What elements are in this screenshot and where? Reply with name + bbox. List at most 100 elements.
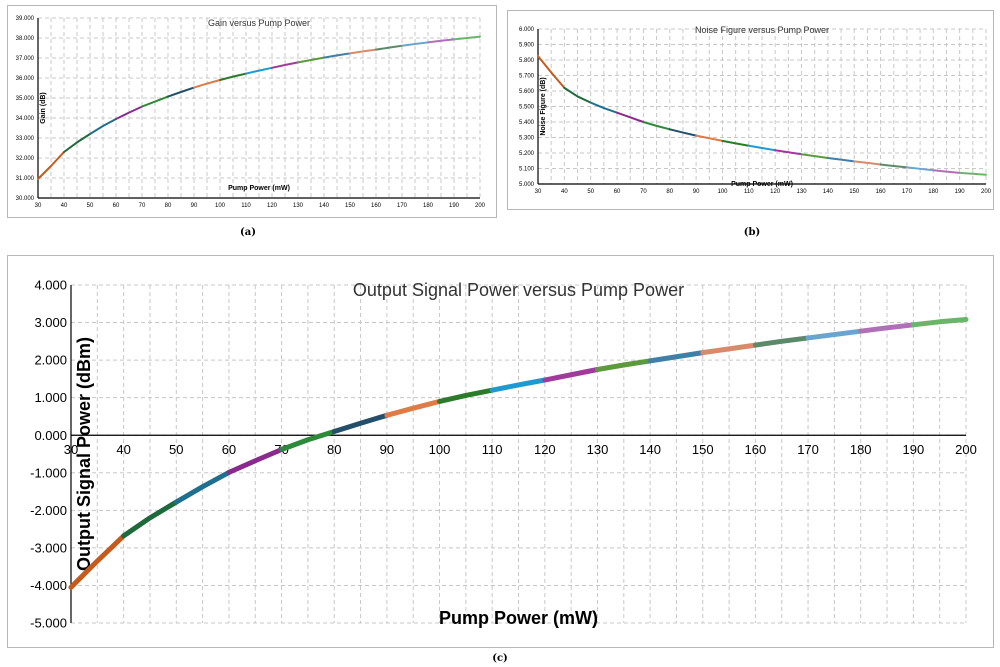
- x-tick-label: 180: [423, 203, 434, 209]
- line-segment: [642, 121, 671, 131]
- line-segment: [700, 342, 758, 356]
- x-tick-label: 100: [429, 442, 451, 457]
- y-tick-label: -3.000: [30, 540, 67, 555]
- y-tick-label: 34.000: [16, 116, 35, 122]
- x-tick-label: 30: [35, 203, 42, 209]
- x-tick-label: 150: [692, 442, 714, 457]
- x-tick-label: 90: [693, 189, 700, 195]
- data-point: [89, 133, 91, 135]
- x-axis-label: Pump Power (mW): [731, 181, 793, 188]
- x-tick-label: 70: [640, 189, 647, 195]
- data-point: [226, 470, 231, 475]
- x-tick-label: 130: [587, 442, 609, 457]
- caption-a: (a): [240, 227, 256, 238]
- line-segment: [910, 317, 969, 328]
- data-point: [911, 322, 916, 327]
- line-segment: [271, 61, 299, 69]
- data-point: [537, 55, 539, 57]
- line-segment: [349, 48, 377, 55]
- x-tick-label: 130: [293, 203, 304, 209]
- x-tick-label: 100: [717, 189, 728, 195]
- data-point: [401, 45, 403, 47]
- data-point: [253, 458, 258, 463]
- x-tick-label: 160: [745, 442, 767, 457]
- x-tick-label: 150: [849, 189, 860, 195]
- data-point: [453, 38, 455, 40]
- y-tick-label: 5.700: [519, 74, 535, 80]
- line-segment: [427, 38, 455, 44]
- data-point: [542, 378, 547, 383]
- line-segment: [279, 428, 337, 452]
- x-tick-label: 90: [380, 442, 394, 457]
- data-point: [180, 91, 182, 93]
- data-point: [167, 96, 169, 98]
- x-tick-label: 60: [222, 442, 236, 457]
- y-tick-label: -5.000: [30, 616, 67, 631]
- data-point: [972, 173, 974, 175]
- data-point: [427, 41, 429, 43]
- data-point: [206, 83, 208, 85]
- x-tick-label: 60: [113, 203, 120, 209]
- data-point: [937, 319, 942, 324]
- y-tick-label: 39.000: [16, 16, 35, 22]
- line-segment: [89, 118, 117, 135]
- line-segment: [858, 322, 916, 334]
- data-point: [200, 484, 205, 489]
- data-point: [284, 64, 286, 66]
- data-point: [310, 59, 312, 61]
- data-point: [463, 393, 468, 398]
- y-tick-label: 5.600: [519, 89, 535, 95]
- chart-panel-gain: 30.000 31.000 32.000 33.000 34.000 35.000 36.0…: [7, 5, 497, 218]
- y-axis-label: Gain (dB): [40, 92, 47, 124]
- data-point: [858, 329, 863, 334]
- x-tick-label: 110: [482, 442, 503, 457]
- x-tick-label: 100: [215, 203, 226, 209]
- x-tick-label: 140: [319, 203, 330, 209]
- line-segment: [375, 44, 403, 51]
- data-point: [748, 145, 750, 147]
- data-point: [147, 515, 152, 520]
- data-point: [490, 388, 495, 393]
- y-tick-label: 5.300: [519, 136, 535, 142]
- data-point: [305, 437, 310, 442]
- line-segment: [63, 133, 91, 153]
- data-point: [76, 141, 78, 143]
- line-segment: [384, 398, 443, 418]
- data-point: [827, 157, 829, 159]
- data-point: [50, 165, 52, 167]
- data-point: [37, 178, 39, 180]
- data-point: [761, 147, 763, 149]
- data-point: [437, 399, 442, 404]
- gain-chart: 30.000 31.000 32.000 33.000 34.000 35.000 36.0…: [16, 16, 486, 209]
- x-tick-label: 170: [797, 442, 819, 457]
- data-point: [69, 585, 74, 590]
- x-tick-label: 200: [475, 203, 486, 209]
- x-tick-label: 40: [561, 189, 568, 195]
- data-point: [95, 559, 100, 564]
- data-point: [577, 95, 579, 97]
- line-segment: [193, 79, 221, 89]
- chart-title: Output Signal Power versus Pump Power: [353, 280, 684, 300]
- x-tick-label: 180: [850, 442, 872, 457]
- data-point: [945, 171, 947, 173]
- line-segment: [616, 111, 645, 123]
- data-point: [174, 500, 179, 505]
- data-point: [279, 447, 284, 452]
- data-point: [550, 71, 552, 73]
- x-tick-label: 110: [744, 189, 754, 195]
- x-tick-label: 50: [87, 203, 94, 209]
- x-tick-label: 120: [267, 203, 278, 209]
- line-segment: [905, 166, 935, 172]
- grid: [537, 28, 987, 185]
- data-point: [727, 346, 732, 351]
- line-segment: [167, 86, 195, 98]
- data-point: [674, 354, 679, 359]
- line-segment: [800, 153, 829, 159]
- data-point: [349, 52, 351, 54]
- data-point: [779, 339, 784, 344]
- data-point: [590, 102, 592, 104]
- data-point: [193, 87, 195, 89]
- line-segment: [958, 171, 987, 176]
- x-tick-label: 170: [397, 203, 408, 209]
- line-segment: [537, 55, 566, 89]
